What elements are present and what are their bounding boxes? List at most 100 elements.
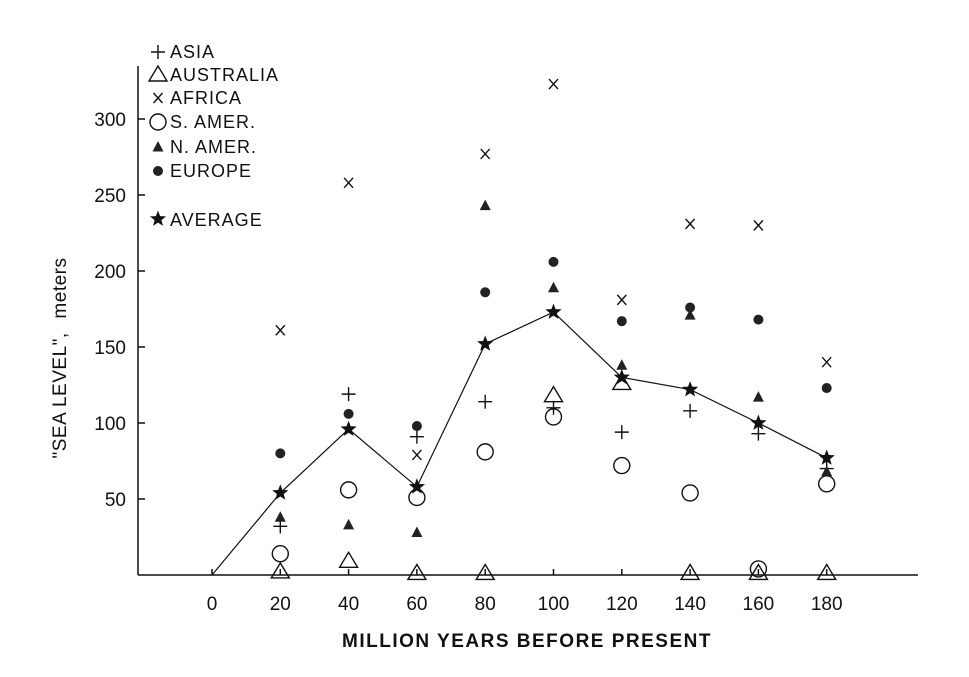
average-line: [211, 311, 827, 576]
legend-marker-average: [149, 210, 167, 226]
y-tick-label: 250: [94, 186, 126, 207]
point-europe: [616, 316, 627, 327]
x-ticks: 0 20 40 60 80 100 120 140 160 180: [207, 569, 843, 615]
legend-marker-1: [147, 64, 169, 82]
y-axis-title-unit: meters: [50, 257, 71, 318]
point-europe: [343, 408, 354, 419]
point-europe: [548, 256, 559, 267]
point-n-amer: [684, 309, 696, 320]
point-n-amer: [343, 518, 355, 530]
point-n-amer: [821, 465, 833, 477]
point-average: [272, 484, 289, 500]
x-tick-label: 100: [538, 594, 570, 615]
point-s-amer: [476, 443, 494, 461]
y-ticks: 50 100 150 200 250 300: [94, 110, 145, 511]
point-africa: [411, 449, 422, 461]
y-tick-label: 150: [94, 338, 126, 359]
point-average: [818, 449, 835, 465]
point-africa: [275, 324, 286, 336]
point-average: [682, 381, 699, 397]
point-australia: [611, 373, 633, 391]
point-australia: [679, 563, 701, 581]
legend-label: S. AMER.: [170, 112, 256, 132]
legend: ASIA AUSTRALIA AFRICA S. AMER. N. AMER. EUROP…: [147, 42, 279, 230]
y-axis-title-text: "SEA LEVEL",: [50, 332, 71, 458]
x-tick-label: 0: [207, 594, 218, 615]
point-africa: [753, 219, 764, 231]
point-europe: [411, 421, 422, 432]
point-africa: [685, 218, 696, 230]
data-points: [270, 78, 837, 581]
point-n-amer: [752, 391, 764, 402]
point-average: [750, 414, 767, 430]
legend-label: ASIA: [170, 42, 215, 62]
y-axis-title: "SEA LEVEL", meters: [50, 257, 71, 458]
x-tick-label: 180: [811, 594, 843, 615]
average-series-line: [211, 311, 827, 576]
point-asia: [546, 400, 561, 415]
point-australia: [338, 550, 359, 569]
legend-label-average: AVERAGE: [170, 210, 263, 230]
point-average: [545, 303, 562, 319]
legend-label: AUSTRALIA: [170, 65, 279, 85]
axes: [137, 66, 918, 576]
point-average: [613, 368, 630, 385]
x-tick-label: 160: [743, 594, 775, 615]
legend-label: AFRICA: [170, 88, 242, 108]
point-n-amer: [616, 359, 628, 370]
point-s-amer: [544, 408, 563, 426]
point-average: [340, 420, 357, 436]
point-europe: [821, 383, 832, 394]
legend-marker-2: [152, 92, 164, 104]
x-tick-label: 20: [270, 594, 291, 615]
legend-marker-5: [153, 166, 163, 176]
point-africa: [548, 78, 559, 90]
legend-marker-4: [152, 141, 164, 152]
point-s-amer: [749, 560, 768, 578]
point-n-amer: [411, 526, 423, 537]
legend-marker-3: [149, 113, 167, 131]
legend-marker-0: [151, 45, 165, 59]
point-s-amer: [408, 488, 426, 507]
point-australia: [474, 563, 496, 581]
point-s-amer: [681, 484, 699, 502]
point-africa: [821, 356, 832, 368]
point-australia: [816, 563, 837, 581]
x-tick-label: 120: [606, 594, 638, 615]
point-australia: [748, 563, 769, 581]
point-australia: [270, 561, 291, 579]
x-tick-label: 60: [406, 594, 427, 615]
point-europe: [480, 287, 491, 298]
point-n-amer: [548, 281, 559, 293]
y-tick-label: 50: [105, 490, 126, 511]
point-s-amer: [339, 481, 358, 499]
x-tick-label: 140: [674, 594, 706, 615]
point-africa: [480, 148, 491, 160]
y-axis-title-group: "SEA LEVEL", meters: [50, 257, 71, 458]
y-tick-label: 200: [94, 262, 126, 283]
point-asia: [409, 429, 424, 444]
legend-label: N. AMER.: [170, 137, 257, 157]
point-australia: [543, 385, 564, 403]
point-africa: [616, 294, 627, 306]
point-europe: [685, 302, 696, 313]
legend-label: EUROPE: [170, 161, 252, 181]
point-average: [408, 478, 425, 494]
point-australia: [406, 563, 428, 581]
point-average: [477, 335, 494, 351]
point-n-amer: [274, 511, 286, 522]
point-s-amer: [818, 475, 836, 493]
point-asia: [478, 394, 493, 409]
x-tick-label: 40: [338, 594, 359, 615]
point-s-amer: [271, 545, 289, 563]
point-asia: [614, 425, 629, 440]
point-n-amer: [479, 199, 491, 211]
point-s-amer: [613, 456, 631, 475]
point-europe: [275, 448, 286, 459]
x-tick-label: 80: [475, 594, 496, 615]
point-europe: [753, 314, 764, 325]
x-axis-title: MILLION YEARS BEFORE PRESENT: [342, 631, 712, 652]
point-asia: [751, 426, 766, 441]
point-africa: [343, 177, 354, 189]
